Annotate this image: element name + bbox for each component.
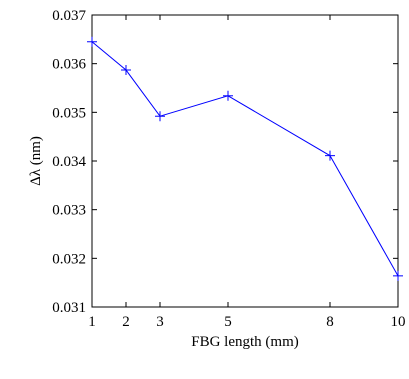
x-axis-label: FBG length (mm) [191,334,299,350]
x-tick-label: 3 [156,314,164,330]
y-tick-label: 0.033 [52,203,86,219]
y-tick-label: 0.035 [52,105,86,121]
y-axis-label: Δλ (nm) [28,136,44,186]
data-point-marker [223,90,233,101]
x-tick-label: 1 [88,314,96,330]
data-point-marker [121,64,131,75]
data-point-marker [393,270,403,281]
series-layer [87,36,403,281]
data-point-marker [325,150,335,161]
y-tick-label: 0.037 [52,8,86,24]
y-tick-label: 0.032 [52,251,86,267]
x-tick-label: 2 [122,314,130,330]
data-point-marker [87,36,97,47]
y-tick-label: 0.036 [52,57,86,73]
y-axis-ticks: 0.031 0.032 0.033 0.034 0.035 0.036 0.037 [52,8,398,316]
x-tick-label: 8 [326,314,334,330]
y-tick-label: 0.031 [52,300,86,316]
x-tick-label: 5 [224,314,232,330]
y-tick-label: 0.034 [52,154,86,170]
plot-area [91,14,399,308]
x-axis-ticks: 1 2 3 5 8 10 [88,15,406,330]
x-tick-label: 10 [391,314,406,330]
data-point-marker [155,111,165,122]
series-line [91,41,399,277]
